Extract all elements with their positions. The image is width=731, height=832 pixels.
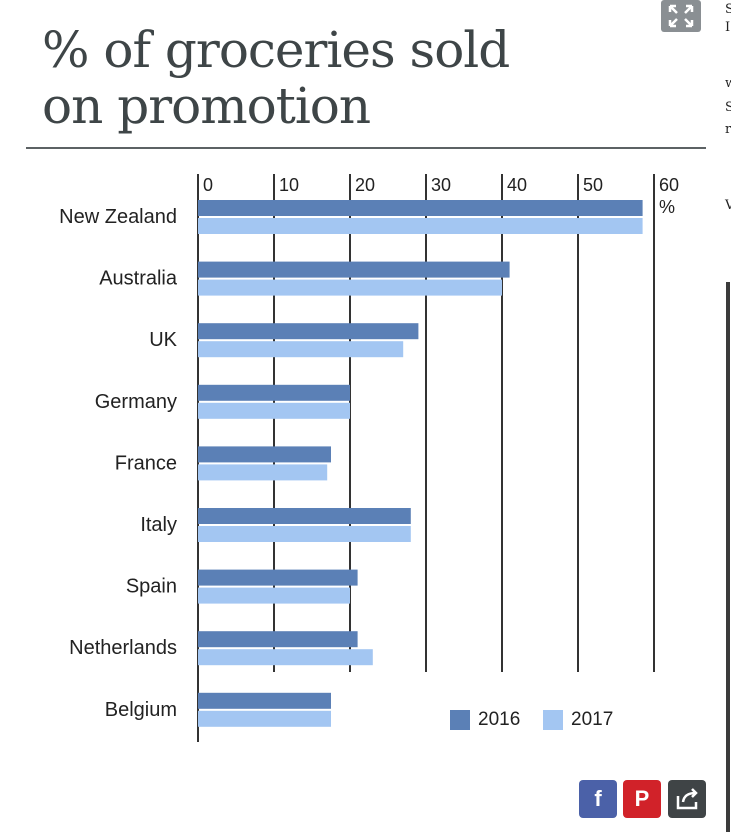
bar-2017: [198, 710, 331, 727]
bar-2017: [198, 526, 411, 542]
legend-label-2017: 2017: [571, 709, 614, 730]
title-divider: [26, 147, 706, 149]
legend-item-2016: 2016: [450, 707, 520, 733]
x-tick-label: 20: [355, 175, 375, 195]
category-label: Australia: [99, 268, 178, 290]
expand-button[interactable]: [661, 0, 701, 32]
category-label: Germany: [95, 391, 177, 413]
bar-2017: [198, 341, 404, 358]
x-tick-label: 50: [583, 175, 603, 195]
bar-2017: [198, 402, 350, 419]
bar-2016: [198, 261, 510, 278]
x-tick-label: 10: [279, 175, 299, 195]
chart-title-line-1: % of groceries sold: [42, 21, 510, 79]
x-tick-label: 30: [431, 175, 451, 195]
share-button[interactable]: [668, 780, 706, 818]
bar-2017: [198, 464, 328, 481]
bar-2016: [198, 692, 331, 709]
x-tick-label: 40: [507, 175, 527, 195]
side-glyph: S: [725, 100, 731, 115]
category-label: Belgium: [105, 699, 177, 721]
bar-2016: [198, 323, 419, 340]
side-glyph: S: [725, 2, 731, 17]
bar-chart: 0 10 20 30 40 50 60% New Zealand Australia UK Germ…: [59, 174, 679, 742]
category-label: Netherlands: [69, 637, 177, 659]
bar-2016: [198, 569, 358, 586]
pinterest-icon: P: [634, 786, 650, 811]
side-glyph: I: [725, 20, 731, 35]
side-glyph: w: [725, 76, 731, 91]
category-label: France: [115, 452, 177, 474]
bar-2016: [198, 508, 411, 524]
expand-icon: [668, 4, 694, 28]
chart-title: % of groceries sold on promotion: [42, 21, 510, 135]
bar-2017: [198, 649, 373, 666]
facebook-share-button[interactable]: f: [579, 780, 617, 818]
legend-label-2016: 2016: [478, 709, 521, 730]
x-unit-label: %: [659, 197, 675, 217]
share-icon: [676, 788, 698, 810]
category-label: New Zealand: [59, 206, 177, 228]
bar-2016: [198, 200, 643, 216]
side-scroll-bar: [726, 282, 730, 832]
legend-item-2017: 2017: [543, 707, 613, 733]
category-label: Spain: [126, 576, 177, 598]
facebook-icon: f: [594, 786, 602, 811]
x-tick-label: 0: [203, 175, 213, 195]
legend-swatch-2017: [543, 710, 563, 730]
category-label: Italy: [140, 514, 177, 536]
bar-2017: [198, 279, 502, 296]
side-glyph: V: [725, 198, 731, 213]
category-label: UK: [149, 329, 177, 351]
chart-title-line-2: on promotion: [42, 77, 371, 135]
side-glyph: r: [725, 122, 731, 137]
bar-2017: [198, 218, 643, 234]
legend-swatch-2016: [450, 710, 470, 730]
bar-2016: [198, 631, 358, 648]
pinterest-share-button[interactable]: P: [623, 780, 661, 818]
side-article-strip: S I w S r V: [724, 0, 731, 240]
bar-2016: [198, 384, 350, 401]
bar-2017: [198, 587, 350, 604]
x-tick-label: 60: [659, 175, 679, 195]
bar-2016: [198, 446, 331, 463]
